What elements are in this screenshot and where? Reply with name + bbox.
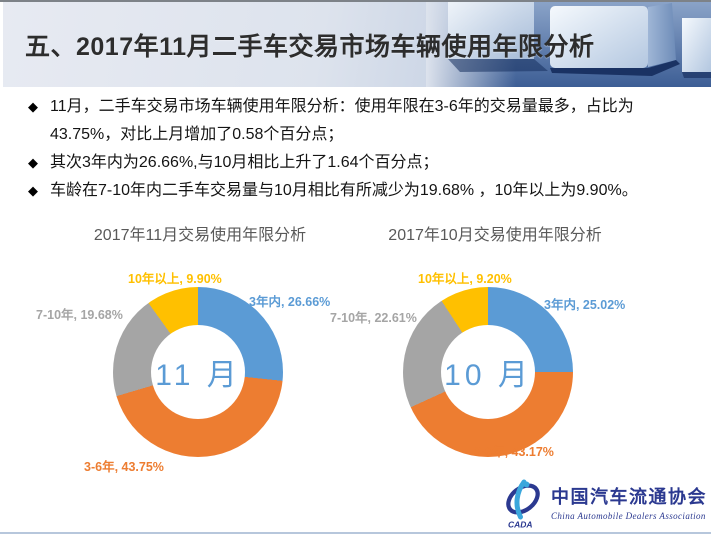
bullet-text-1: 11月，二手车交易市场车辆使用年限分析：使用年限在3-6年的交易量最多，占比为4… <box>50 98 634 143</box>
pie-label-7to10y-november: 7-10年, 19.68% <box>36 308 123 322</box>
pie-label-3to6y-november: 3-6年, 43.75% <box>84 460 164 474</box>
pie-label-within3y-november: 3年内, 26.66% <box>249 295 331 309</box>
donut-ring-november: 11 月 <box>113 287 283 457</box>
donut-chart-october: 2017年10月交易使用年限分析 10 月 10年以上, 9.20% 3年内, … <box>330 215 711 490</box>
donut-hole <box>441 325 535 419</box>
top-border <box>0 0 711 2</box>
donut-ring-october: 10 月 <box>403 287 573 457</box>
donut-center-label-november: 11 月 <box>155 359 241 392</box>
donut-hole <box>151 325 245 419</box>
pie-label-over10y-october: 10年以上, 9.20% <box>418 272 512 286</box>
donut-center-label-october: 10 月 <box>444 359 532 392</box>
bottom-border <box>0 532 711 534</box>
slide-header: 五、2017年11月二手车交易市场车辆使用年限分析 <box>3 2 711 87</box>
diamond-bullet-icon: ◆ <box>28 155 38 170</box>
bullet-item-1: ◆ 11月，二手车交易市场车辆使用年限分析：使用年限在3-6年的交易量最多，占比… <box>28 93 650 149</box>
org-name-chinese: 中国汽车流通协会 <box>551 487 707 507</box>
page-title: 五、2017年11月二手车交易市场车辆使用年限分析 <box>25 32 595 61</box>
bullet-text-2: 其次3年内为26.66%,与10月相比上升了1.64个百分点； <box>50 154 439 171</box>
bullet-list: ◆ 11月，二手车交易市场车辆使用年限分析：使用年限在3-6年的交易量最多，占比… <box>28 93 650 205</box>
pie-label-within3y-october: 3年内, 25.02% <box>544 298 626 312</box>
chart-title-october: 2017年10月交易使用年限分析 <box>388 227 602 244</box>
cubes-graphic <box>426 2 711 87</box>
pie-label-3to6y-october: 3-6年, 43.17% <box>474 445 554 459</box>
chart-title-november: 2017年11月交易使用年限分析 <box>93 227 307 244</box>
organization-logo: CADA 中国汽车流通协会 China Automobile Dealers A… <box>501 479 707 529</box>
cada-acronym: CADA <box>508 520 533 530</box>
pie-label-7to10y-october: 7-10年, 22.61% <box>330 311 417 325</box>
diamond-bullet-icon: ◆ <box>28 99 38 114</box>
bullet-item-2: ◆ 其次3年内为26.66%,与10月相比上升了1.64个百分点； <box>28 149 650 177</box>
logo-names: 中国汽车流通协会 China Automobile Dealers Associ… <box>551 479 707 521</box>
cada-emblem-icon: CADA <box>506 479 540 530</box>
donut-chart-november: 2017年11月交易使用年限分析 11 月 10年以上, 9.90% 3年内, … <box>0 215 365 490</box>
org-name-english: China Automobile Dealers Association <box>551 511 706 521</box>
bullet-text-3: 车龄在7-10年内二手车交易量与10月相比有所减少为19.68% ，10年以上为… <box>50 182 638 199</box>
diamond-bullet-icon: ◆ <box>28 183 38 198</box>
pie-label-over10y-november: 10年以上, 9.90% <box>128 272 222 286</box>
bullet-item-3: ◆ 车龄在7-10年内二手车交易量与10月相比有所减少为19.68% ，10年以… <box>28 177 650 205</box>
